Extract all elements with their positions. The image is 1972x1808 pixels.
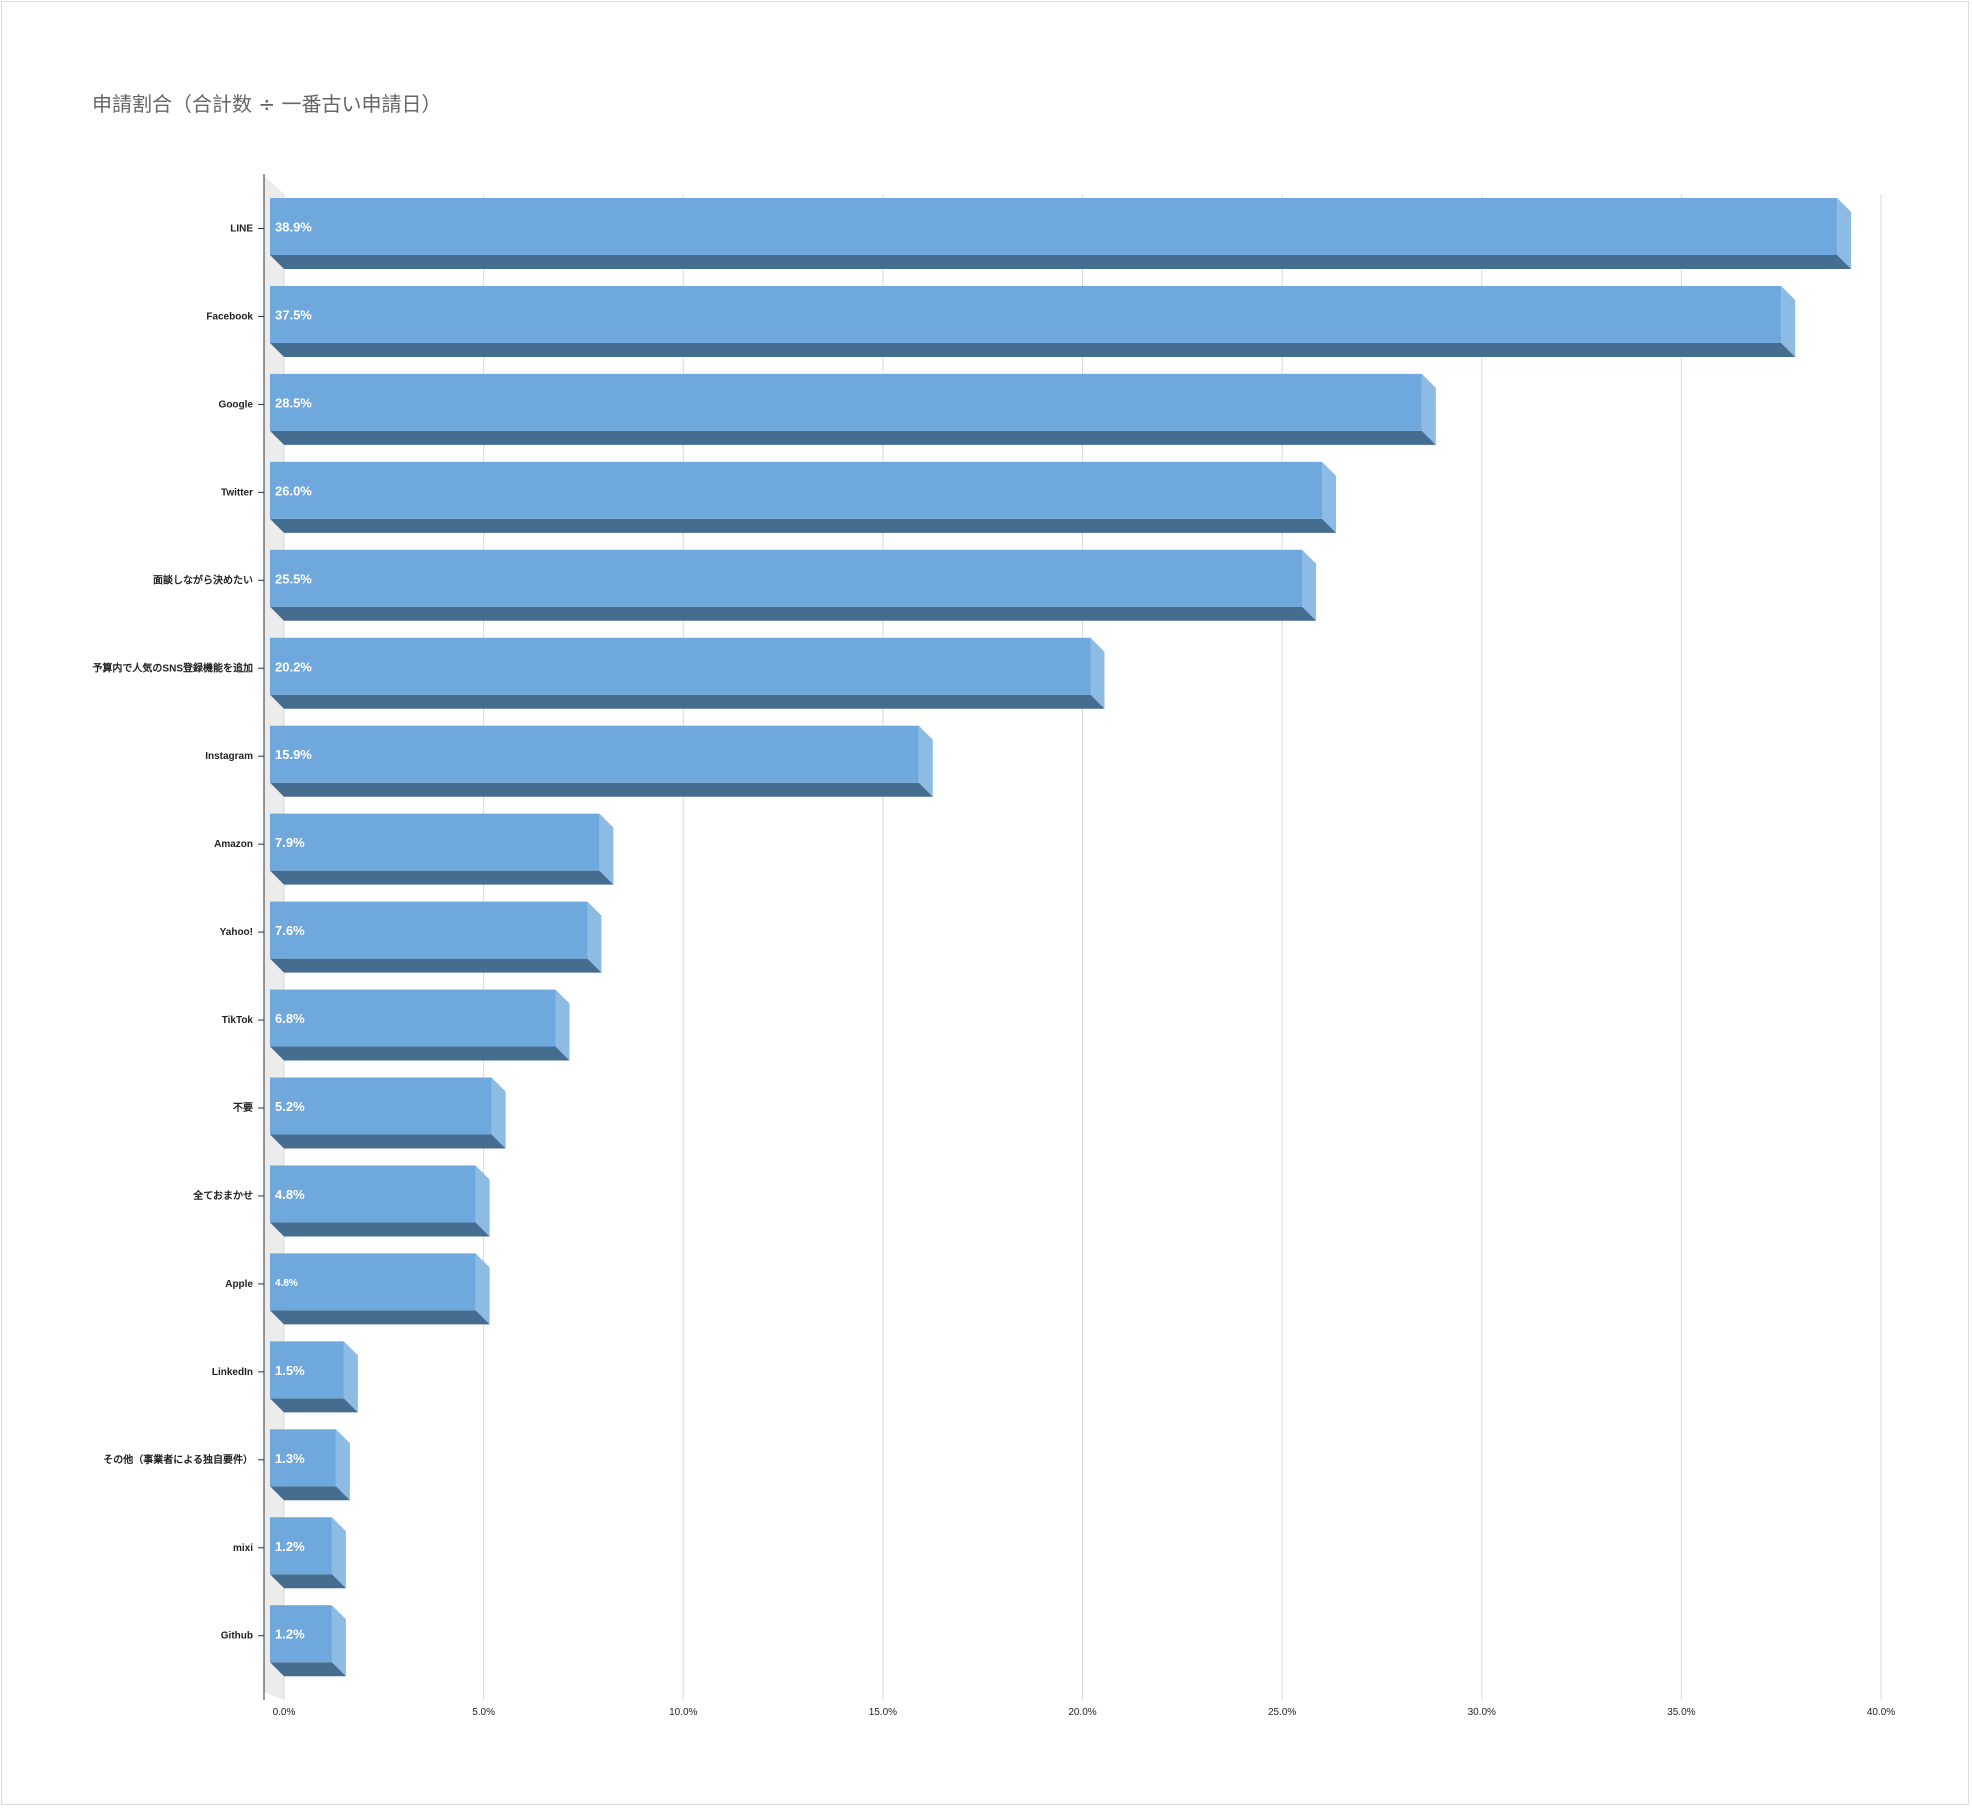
data-label: 1.3%	[275, 1451, 305, 1466]
axis-lines	[258, 174, 265, 1700]
category-label: Google	[219, 399, 254, 410]
category-label: Github	[221, 1631, 253, 1642]
labels: 0.0% 5.0% 10.0% 15.0% 20.0% 25.0% 30.0% 35.0% 40…	[92, 220, 1895, 1719]
bar-bottom	[270, 870, 614, 885]
x-tick-label: 5.0%	[472, 1707, 495, 1718]
bar-bottom	[270, 1398, 358, 1413]
bar-side	[331, 1517, 346, 1589]
category-label: 不要	[233, 1102, 253, 1114]
bar-bottom	[270, 694, 1105, 709]
bar-bottom	[270, 1310, 490, 1325]
bar	[270, 637, 1091, 695]
bar-side	[343, 1341, 358, 1413]
data-label: 6.8%	[275, 1011, 305, 1026]
bar-bottom	[270, 958, 602, 973]
bar-side	[475, 1253, 490, 1325]
chart-title: 申請割合（合計数 ÷ 一番古い申請日）	[92, 92, 442, 116]
bar-bottom	[270, 782, 933, 797]
data-label: 4.8%	[275, 1187, 305, 1202]
category-label: Twitter	[221, 487, 253, 498]
bar	[270, 1253, 476, 1311]
data-label: 1.5%	[275, 1363, 305, 1378]
data-label: 7.9%	[275, 835, 305, 850]
x-tick-label: 0.0%	[273, 1707, 296, 1718]
bar	[270, 1341, 344, 1399]
category-label: Yahoo!	[220, 927, 253, 938]
bar	[270, 549, 1303, 607]
bar-bottom	[270, 518, 1337, 533]
bar	[270, 461, 1323, 519]
category-label: 全ておまかせ	[192, 1189, 253, 1202]
x-tick-label: 35.0%	[1667, 1707, 1695, 1718]
bar-side	[491, 1077, 506, 1149]
category-label: mixi	[233, 1543, 253, 1554]
x-tick-label: 20.0%	[1068, 1707, 1096, 1718]
bar	[270, 725, 919, 783]
data-label: 20.2%	[275, 659, 312, 674]
category-label: Amazon	[214, 839, 253, 850]
bar-side	[599, 813, 614, 885]
x-tick-label: 15.0%	[869, 1707, 897, 1718]
data-label: 38.9%	[275, 220, 312, 235]
bar-bottom	[270, 342, 1796, 357]
data-label: 15.9%	[275, 747, 312, 762]
bar	[270, 1429, 336, 1487]
category-label: その他（事業者による独自要件）	[103, 1453, 253, 1466]
bar-bottom	[270, 606, 1317, 621]
bar-bottom	[270, 1486, 350, 1501]
data-label: 37.5%	[275, 307, 312, 322]
bar-bottom	[270, 1134, 506, 1149]
bar	[270, 813, 600, 871]
bar	[270, 1077, 492, 1135]
data-label: 4.8%	[275, 1278, 298, 1289]
bar-bottom	[270, 1222, 490, 1237]
x-tick-label: 25.0%	[1268, 1707, 1296, 1718]
category-label: Apple	[225, 1279, 253, 1290]
data-label: 26.0%	[275, 483, 312, 498]
bar	[270, 1605, 332, 1663]
bar-side	[335, 1429, 350, 1501]
bar	[270, 198, 1838, 255]
bar-side	[1090, 637, 1105, 709]
category-label: Instagram	[205, 751, 253, 762]
bar	[270, 1165, 476, 1223]
category-label: Facebook	[206, 311, 253, 322]
bar	[270, 989, 556, 1047]
x-tick-label: 40.0%	[1867, 1707, 1895, 1718]
data-label: 1.2%	[275, 1627, 305, 1642]
x-tick-label: 10.0%	[669, 1707, 697, 1718]
bar-side	[918, 725, 933, 797]
bar	[270, 373, 1422, 431]
bar-bottom	[270, 430, 1436, 445]
x-tick-label: 30.0%	[1468, 1707, 1496, 1718]
bar-side	[1837, 198, 1852, 269]
bar-bottom	[270, 255, 1852, 269]
bar	[270, 1517, 332, 1575]
bar-side	[1302, 549, 1317, 621]
data-label: 28.5%	[275, 395, 312, 410]
bar-bottom	[270, 1574, 346, 1589]
bar-side	[475, 1165, 490, 1237]
bar-side	[331, 1605, 346, 1677]
category-label: 面談しながら決めたい	[153, 573, 253, 586]
bar-bottom	[270, 1046, 570, 1061]
bar-bottom	[270, 1662, 346, 1677]
bars	[270, 198, 1852, 1677]
category-label: LinkedIn	[212, 1367, 253, 1378]
bar-side	[555, 989, 570, 1061]
category-label: 予算内で人気のSNS登録機能を追加	[92, 661, 253, 674]
data-label: 25.5%	[275, 571, 312, 586]
data-label: 7.6%	[275, 923, 305, 938]
bar	[270, 285, 1782, 343]
data-label: 5.2%	[275, 1099, 305, 1114]
bar-side	[587, 901, 602, 973]
bar-side	[1322, 461, 1337, 533]
category-label: TikTok	[222, 1015, 254, 1026]
data-label: 1.2%	[275, 1539, 305, 1554]
bar-side	[1421, 373, 1436, 445]
bar	[270, 901, 588, 959]
category-label: LINE	[230, 224, 253, 235]
bar-side	[1781, 285, 1796, 357]
